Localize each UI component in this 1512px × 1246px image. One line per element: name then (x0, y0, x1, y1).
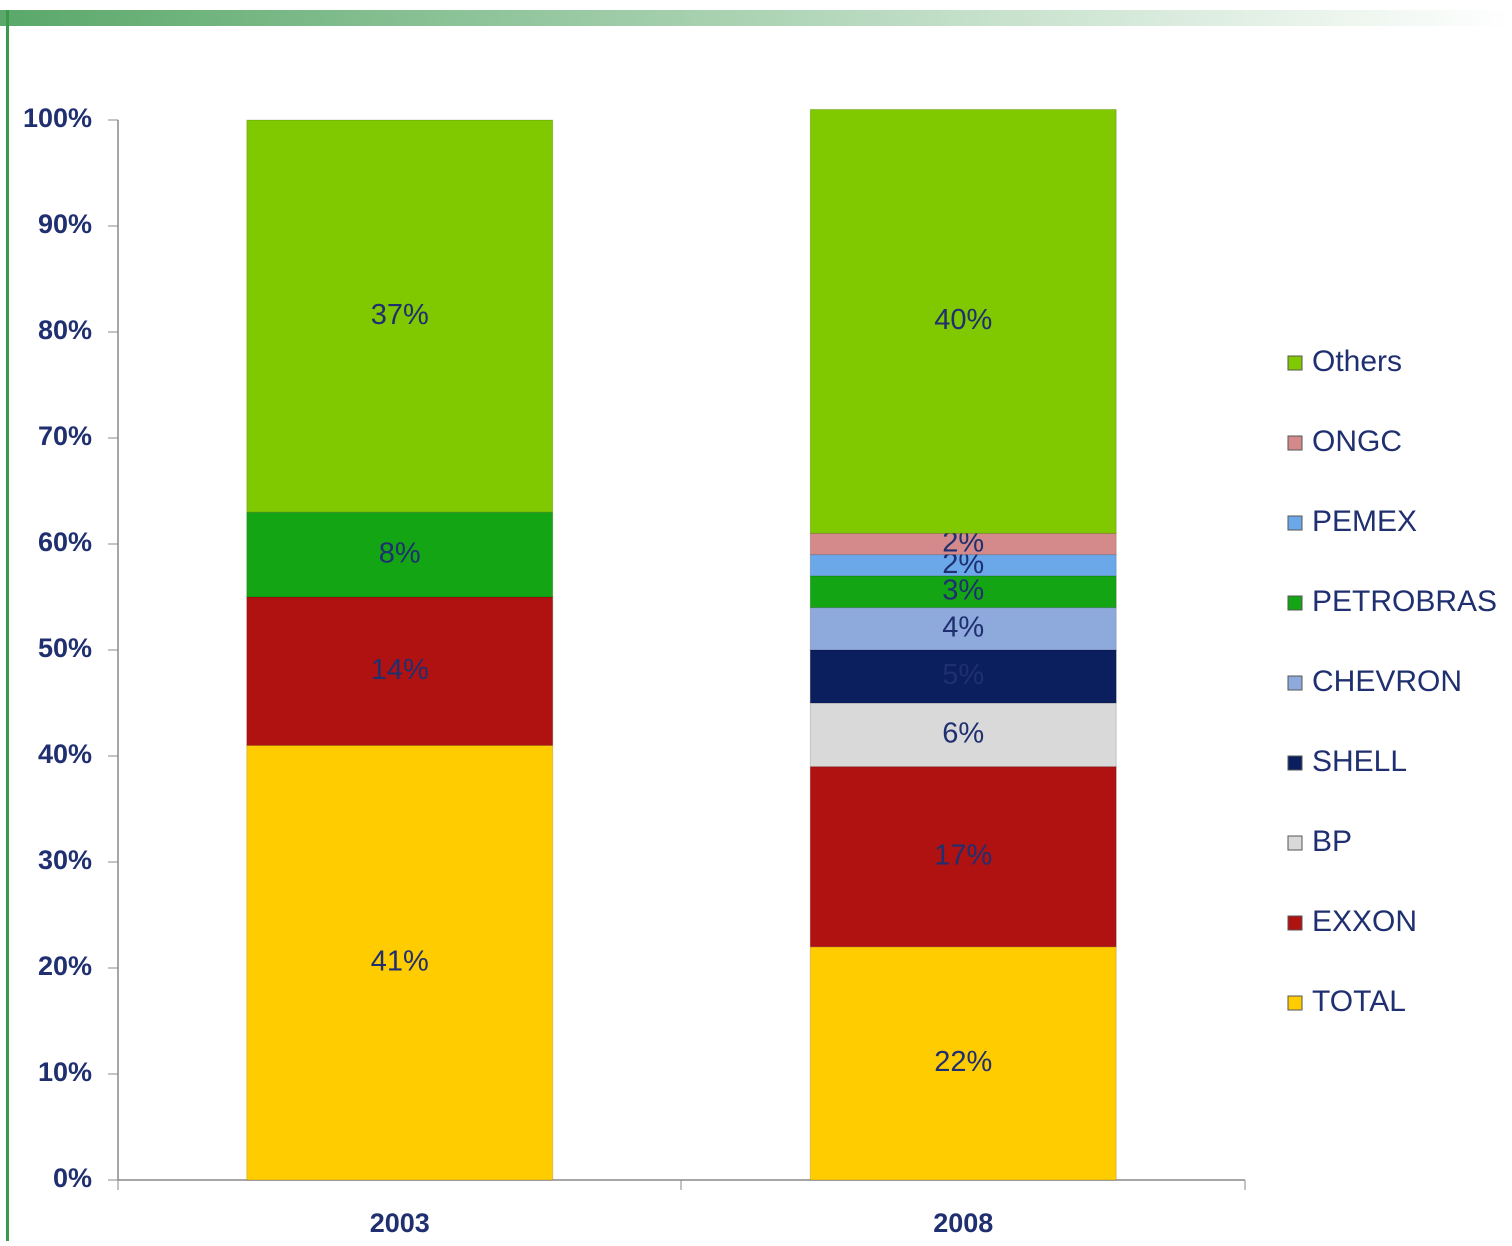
bar-segment (809, 575, 1117, 609)
legend-swatch (1287, 915, 1303, 931)
legend-swatch (1287, 355, 1303, 371)
legend-label: SHELL (1312, 745, 1407, 778)
y-tick-label: 20% (38, 951, 92, 981)
legend-swatch (1287, 995, 1303, 1011)
y-tick-label: 80% (38, 315, 92, 345)
data-label: 37% (371, 299, 429, 331)
legend-label: PEMEX (1312, 505, 1417, 538)
data-label: 4% (942, 611, 984, 643)
bar-segment (246, 119, 554, 513)
header-band (0, 10, 1512, 26)
legend-label: ONGC (1312, 425, 1402, 458)
x-tick-label: 2008 (933, 1208, 993, 1238)
legend-swatch (1287, 675, 1303, 691)
bar-segment (809, 766, 1117, 948)
bar-segment (246, 744, 554, 1181)
data-label: 14% (371, 654, 429, 686)
data-label: 5% (942, 659, 984, 691)
bar-segment (246, 511, 554, 598)
legend-swatch (1287, 515, 1303, 531)
legend-label: TOTAL (1312, 985, 1406, 1018)
legend-swatch (1287, 755, 1303, 771)
bar-segment (809, 946, 1117, 1181)
y-tick-label: 0% (53, 1163, 92, 1193)
data-label: 22% (934, 1046, 992, 1078)
data-label: 17% (934, 839, 992, 871)
legend-label: BP (1312, 825, 1352, 858)
bar-segment (809, 649, 1117, 704)
data-label: 3% (942, 574, 984, 606)
data-label: 8% (379, 537, 421, 569)
y-tick-label: 50% (38, 633, 92, 663)
y-tick-label: 100% (23, 103, 92, 133)
data-label: 6% (942, 717, 984, 749)
y-tick-label: 70% (38, 421, 92, 451)
legend-swatch (1287, 435, 1303, 451)
y-tick-label: 30% (38, 845, 92, 875)
bar-segment (809, 607, 1117, 651)
data-label: 41% (371, 945, 429, 977)
bar-segment (246, 596, 554, 746)
y-tick-label: 60% (38, 527, 92, 557)
legend-label: Others (1312, 345, 1402, 378)
data-label: 40% (934, 304, 992, 336)
bar-segment (809, 702, 1117, 768)
left-rule (6, 10, 9, 1241)
x-tick-label: 2003 (370, 1208, 430, 1238)
legend-swatch (1287, 835, 1303, 851)
y-tick-label: 40% (38, 739, 92, 769)
bar-segment (809, 108, 1117, 534)
y-tick-label: 90% (38, 209, 92, 239)
y-tick-label: 10% (38, 1057, 92, 1087)
legend-label: EXXON (1312, 905, 1417, 938)
legend-label: CHEVRON (1312, 665, 1462, 698)
legend-swatch (1287, 595, 1303, 611)
legend-label: PETROBRAS (1312, 585, 1497, 618)
